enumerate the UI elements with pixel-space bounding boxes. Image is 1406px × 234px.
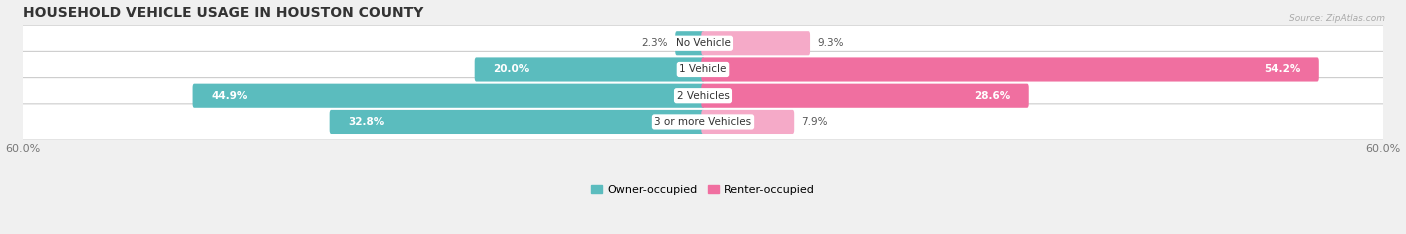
Text: 9.3%: 9.3% [817, 38, 844, 48]
FancyBboxPatch shape [20, 104, 1386, 140]
Text: 28.6%: 28.6% [974, 91, 1010, 101]
FancyBboxPatch shape [702, 31, 810, 55]
FancyBboxPatch shape [20, 25, 1386, 61]
FancyBboxPatch shape [193, 84, 704, 108]
Text: 20.0%: 20.0% [494, 65, 530, 74]
Text: 1 Vehicle: 1 Vehicle [679, 65, 727, 74]
Text: 32.8%: 32.8% [349, 117, 385, 127]
Text: 54.2%: 54.2% [1264, 65, 1301, 74]
Text: 44.9%: 44.9% [211, 91, 247, 101]
Text: 3 or more Vehicles: 3 or more Vehicles [654, 117, 752, 127]
FancyBboxPatch shape [702, 110, 794, 134]
FancyBboxPatch shape [475, 57, 704, 81]
Legend: Owner-occupied, Renter-occupied: Owner-occupied, Renter-occupied [592, 185, 814, 195]
FancyBboxPatch shape [675, 31, 704, 55]
Text: No Vehicle: No Vehicle [675, 38, 731, 48]
FancyBboxPatch shape [329, 110, 704, 134]
Text: 2.3%: 2.3% [641, 38, 668, 48]
Text: 7.9%: 7.9% [801, 117, 828, 127]
Text: Source: ZipAtlas.com: Source: ZipAtlas.com [1289, 14, 1385, 23]
Text: HOUSEHOLD VEHICLE USAGE IN HOUSTON COUNTY: HOUSEHOLD VEHICLE USAGE IN HOUSTON COUNT… [22, 6, 423, 20]
FancyBboxPatch shape [20, 51, 1386, 88]
FancyBboxPatch shape [702, 57, 1319, 81]
FancyBboxPatch shape [20, 78, 1386, 114]
Text: 2 Vehicles: 2 Vehicles [676, 91, 730, 101]
FancyBboxPatch shape [702, 84, 1029, 108]
